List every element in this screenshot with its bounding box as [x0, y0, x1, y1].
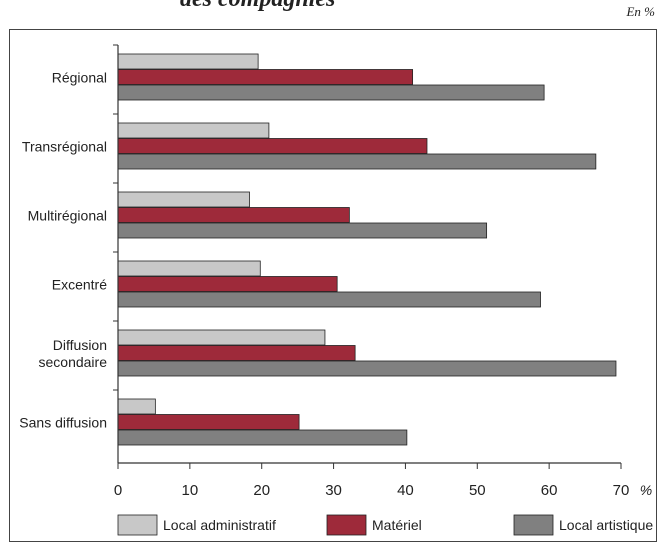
legend-swatch-2	[513, 514, 554, 536]
bar-local-artistique-3	[117, 291, 541, 308]
category-label-line: Excentré	[52, 276, 107, 292]
category-label-line: secondaire	[39, 354, 108, 370]
category-label-3: Excentré	[52, 276, 107, 292]
legend-swatch-0	[117, 514, 158, 536]
bar-local-administratif-5	[117, 398, 156, 415]
bar-matériel-4	[117, 345, 356, 361]
chart-title-fragment: des compagnies	[180, 0, 335, 13]
category-label-line: Transrégional	[22, 138, 107, 154]
bar-local-artistique-4	[117, 360, 617, 377]
x-tick-label-70: 70	[613, 482, 630, 499]
category-label-5: Sans diffusion	[19, 414, 107, 430]
x-tick-label-60: 60	[541, 482, 558, 499]
bar-matériel-5	[117, 414, 300, 430]
chart-frame	[9, 29, 657, 542]
bar-local-artistique-1	[117, 153, 597, 170]
x-tick-label-20: 20	[253, 482, 270, 499]
category-label-line: Multirégional	[28, 207, 107, 223]
legend-swatch-1	[326, 514, 367, 536]
x-tick-label-0: 0	[114, 482, 122, 499]
bar-local-artistique-2	[117, 222, 488, 239]
category-label-line: Sans diffusion	[19, 414, 107, 430]
category-label-1: Transrégional	[22, 138, 107, 154]
category-label-line: Régional	[52, 69, 107, 85]
category-label-2: Multirégional	[28, 207, 107, 223]
bar-local-administratif-1	[117, 122, 270, 139]
bar-local-administratif-2	[117, 191, 250, 208]
bar-matériel-2	[117, 207, 350, 223]
bar-matériel-0	[117, 69, 414, 85]
category-label-line: Diffusion	[53, 337, 107, 353]
x-tick-label-50: 50	[469, 482, 486, 499]
legend-label-2: Local artistique	[559, 517, 653, 533]
x-tick-label-40: 40	[397, 482, 414, 499]
bar-local-administratif-4	[117, 329, 326, 346]
bar-local-administratif-0	[117, 53, 259, 70]
legend-label-1: Matériel	[372, 517, 422, 533]
unit-note: En %	[626, 4, 655, 19]
bar-local-artistique-0	[117, 84, 545, 101]
bar-matériel-1	[117, 138, 428, 154]
x-unit-label: %	[640, 482, 652, 498]
x-tick-label-10: 10	[182, 482, 199, 499]
x-tick-label-30: 30	[325, 482, 342, 499]
category-label-0: Régional	[52, 69, 107, 85]
legend-label-0: Local administratif	[163, 517, 276, 533]
bar-local-administratif-3	[117, 260, 261, 277]
bar-matériel-3	[117, 276, 338, 292]
bar-local-artistique-5	[117, 429, 408, 446]
category-label-4: Diffusion secondaire	[39, 337, 108, 370]
